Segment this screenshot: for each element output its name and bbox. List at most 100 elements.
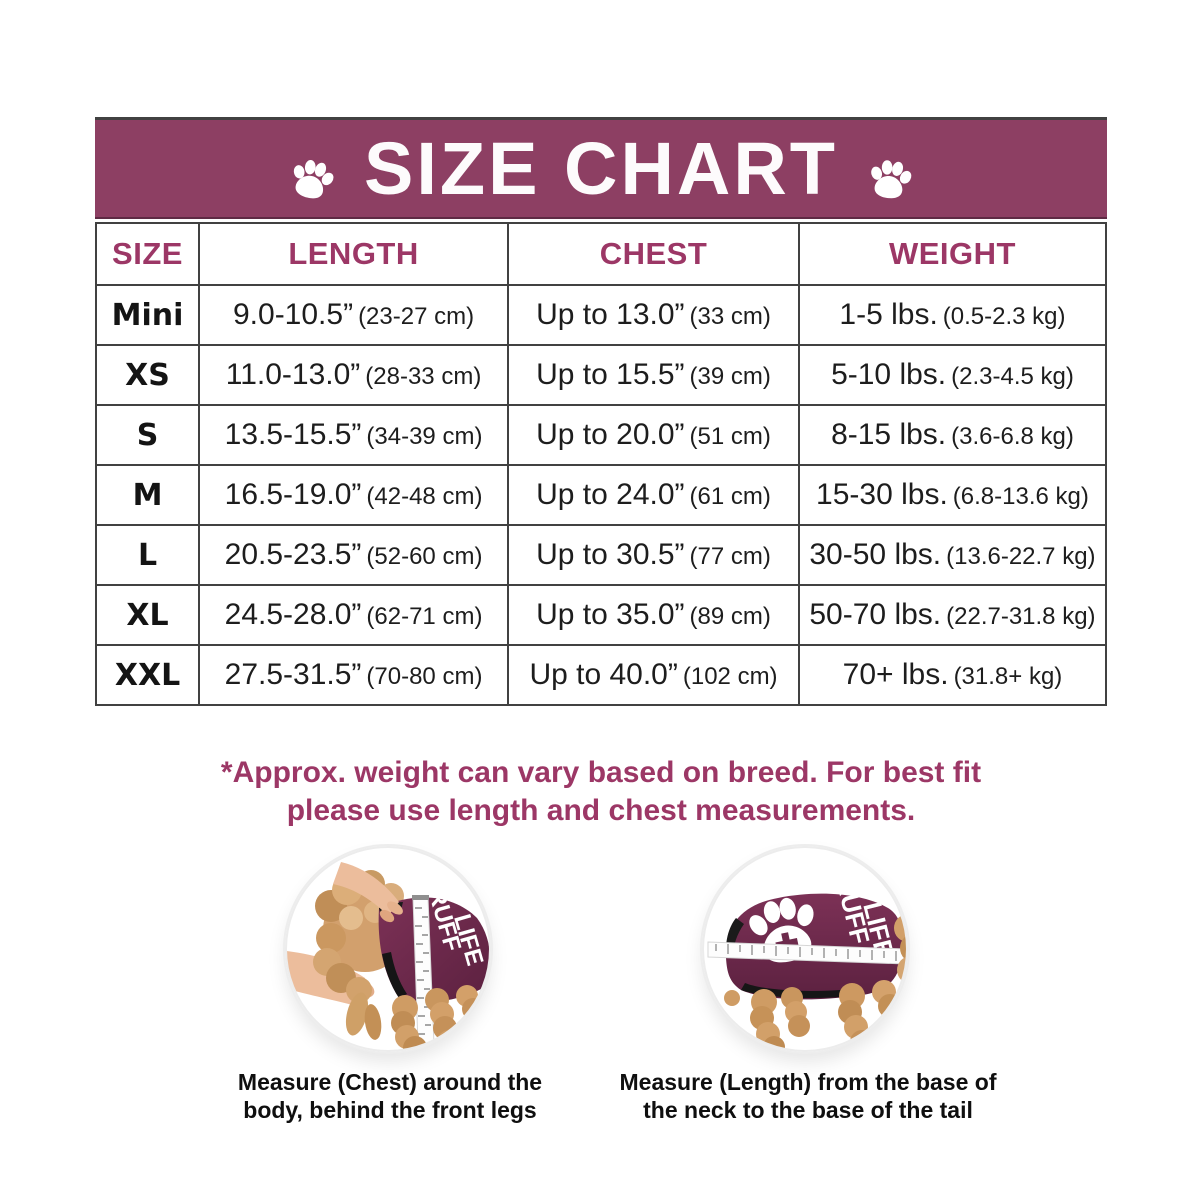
size-cell: M xyxy=(94,464,201,526)
table-row: XS 11.0-13.0” (28-33 cm) Up to 15.5” (39 c… xyxy=(94,344,1108,406)
weight-metric: (22.7-31.8 kg) xyxy=(946,603,1096,630)
length-value: 11.0-13.0” xyxy=(225,358,361,391)
size-cell: XS xyxy=(94,344,201,406)
dog-length-measure-photo: RUFF LIFE xyxy=(702,846,908,1052)
chest-cell: Up to 35.0” (89 cm) xyxy=(507,584,800,646)
table-row: M 16.5-19.0” (42-48 cm) Up to 24.0” (61 cm… xyxy=(94,464,1108,526)
length-cell: 13.5-15.5” (34-39 cm) xyxy=(198,404,510,466)
weight-note-line2: please use length and chest measurements… xyxy=(286,794,916,827)
length-metric: (62-71 cm) xyxy=(366,603,483,630)
chest-cell: Up to 13.0” (33 cm) xyxy=(507,284,800,346)
chest-metric: (33 cm) xyxy=(689,303,771,330)
weight-cell: 15-30 lbs. (6.8-13.6 kg) xyxy=(797,464,1108,526)
weight-value: 50-70 lbs. xyxy=(809,598,942,631)
weight-cell: 1-5 lbs. (0.5-2.3 kg) xyxy=(797,284,1108,346)
paw-icon xyxy=(293,159,334,198)
length-value: 24.5-28.0” xyxy=(224,598,362,631)
length-cell: 11.0-13.0” (28-33 cm) xyxy=(198,344,510,406)
weight-value: 1-5 lbs. xyxy=(839,298,938,331)
length-value: 27.5-31.5” xyxy=(224,658,362,691)
weight-metric: (31.8+ kg) xyxy=(953,663,1063,690)
chest-value: Up to 30.5” xyxy=(536,538,685,571)
length-cell: 20.5-23.5” (52-60 cm) xyxy=(198,524,510,586)
chest-metric: (51 cm) xyxy=(689,423,771,450)
length-value: 16.5-19.0” xyxy=(224,478,362,511)
length-measure-caption: Measure (Length) from the base of the ne… xyxy=(608,1068,1008,1124)
chest-metric: (77 cm) xyxy=(689,543,771,570)
chest-caption-line2: body, behind the front legs xyxy=(243,1097,537,1123)
length-cell: 24.5-28.0” (62-71 cm) xyxy=(198,584,510,646)
weight-value: 5-10 lbs. xyxy=(831,358,947,391)
weight-value: 15-30 lbs. xyxy=(816,478,948,511)
chest-cell: Up to 24.0” (61 cm) xyxy=(507,464,800,526)
chest-metric: (89 cm) xyxy=(689,603,771,630)
size-cell: S xyxy=(94,404,201,466)
weight-value: 8-15 lbs. xyxy=(831,418,947,451)
weight-cell: 8-15 lbs. (3.6-6.8 kg) xyxy=(797,404,1108,466)
length-metric: (52-60 cm) xyxy=(366,543,483,570)
length-cell: 16.5-19.0” (42-48 cm) xyxy=(198,464,510,526)
weight-cell: 70+ lbs. (31.8+ kg) xyxy=(797,644,1108,706)
table-row: Mini 9.0-10.5” (23-27 cm) Up to 13.0” (33 … xyxy=(94,284,1108,346)
dog-chest-measure-illustration: RUFF LIFE xyxy=(285,846,491,1052)
table-row: L 20.5-23.5” (52-60 cm) Up to 30.5” (77 cm… xyxy=(94,524,1108,586)
table-row: S 13.5-15.5” (34-39 cm) Up to 20.0” (51 cm… xyxy=(94,404,1108,466)
weight-note: *Approx. weight can vary based on breed.… xyxy=(95,754,1107,830)
length-metric: (42-48 cm) xyxy=(366,483,483,510)
length-caption-line1: Measure (Length) from the base of xyxy=(619,1069,997,1095)
chest-measure-caption: Measure (Chest) around the body, behind … xyxy=(190,1068,590,1124)
column-header-length: LENGTH xyxy=(198,222,510,286)
chest-value: Up to 35.0” xyxy=(536,598,685,631)
weight-metric: (3.6-6.8 kg) xyxy=(951,423,1074,450)
chest-metric: (39 cm) xyxy=(689,363,771,390)
chest-value: Up to 40.0” xyxy=(529,658,678,691)
length-metric: (34-39 cm) xyxy=(366,423,483,450)
chest-cell: Up to 15.5” (39 cm) xyxy=(507,344,800,406)
page-title: SIZE CHART xyxy=(364,126,838,210)
length-caption-line2: the neck to the base of the tail xyxy=(643,1097,973,1123)
length-cell: 27.5-31.5” (70-80 cm) xyxy=(198,644,510,706)
weight-cell: 30-50 lbs. (13.6-22.7 kg) xyxy=(797,524,1108,586)
size-table: SIZE LENGTH CHEST WEIGHT Mini 9.0-10.5”(… xyxy=(94,222,1108,706)
chest-cell: Up to 20.0” (51 cm) xyxy=(507,404,800,466)
column-header-size: SIZE xyxy=(94,222,201,286)
column-header-chest: CHEST xyxy=(507,222,800,286)
table-row: XL 24.5-28.0” (62-71 cm) Up to 35.0” (89 c… xyxy=(94,584,1108,646)
length-value: 13.5-15.5” xyxy=(224,418,362,451)
chest-cell: Up to 30.5” (77 cm) xyxy=(507,524,800,586)
weight-cell: 50-70 lbs. (22.7-31.8 kg) xyxy=(797,584,1108,646)
length-cell: 9.0-10.5” (23-27 cm) xyxy=(198,284,510,346)
dog-length-measure-illustration: RUFF LIFE xyxy=(702,846,908,1052)
size-cell: XXL xyxy=(94,644,201,706)
weight-value: 70+ lbs. xyxy=(842,658,949,691)
length-value: 20.5-23.5” xyxy=(224,538,362,571)
chest-cell: Up to 40.0” (102 cm) xyxy=(507,644,800,706)
chest-value: Up to 24.0” xyxy=(536,478,685,511)
weight-metric: (13.6-22.7 kg) xyxy=(946,543,1096,570)
weight-metric: (2.3-4.5 kg) xyxy=(951,363,1074,390)
chart-content: SIZE CHART SIZE LENGTH CHEST WEIGH xyxy=(94,117,1108,830)
length-metric: (28-33 cm) xyxy=(365,363,482,390)
chest-value: Up to 13.0” xyxy=(536,298,685,331)
chest-metric: (102 cm) xyxy=(682,663,778,690)
length-value: 9.0-10.5” xyxy=(232,298,354,331)
column-header-weight: WEIGHT xyxy=(797,222,1108,286)
weight-metric: (0.5-2.3 kg) xyxy=(942,303,1066,330)
chest-metric: (61 cm) xyxy=(689,483,771,510)
chest-caption-line1: Measure (Chest) around the xyxy=(237,1069,543,1095)
paw-icon xyxy=(871,159,912,198)
length-metric: (23-27 cm) xyxy=(358,303,475,330)
title-bar: SIZE CHART xyxy=(95,117,1107,219)
weight-value: 30-50 lbs. xyxy=(809,538,942,571)
table-header-row: SIZE LENGTH CHEST WEIGHT xyxy=(94,222,1108,286)
dog-chest-measure-photo: RUFF LIFE xyxy=(285,846,491,1052)
chest-value: Up to 15.5” xyxy=(536,358,685,391)
chest-value: Up to 20.0” xyxy=(536,418,685,451)
weight-metric: (6.8-13.6 kg) xyxy=(952,483,1089,510)
size-cell: Mini xyxy=(94,284,201,346)
size-cell: XL xyxy=(94,584,201,646)
weight-cell: 5-10 lbs. (2.3-4.5 kg) xyxy=(797,344,1108,406)
length-metric: (70-80 cm) xyxy=(366,663,483,690)
size-cell: L xyxy=(94,524,201,586)
